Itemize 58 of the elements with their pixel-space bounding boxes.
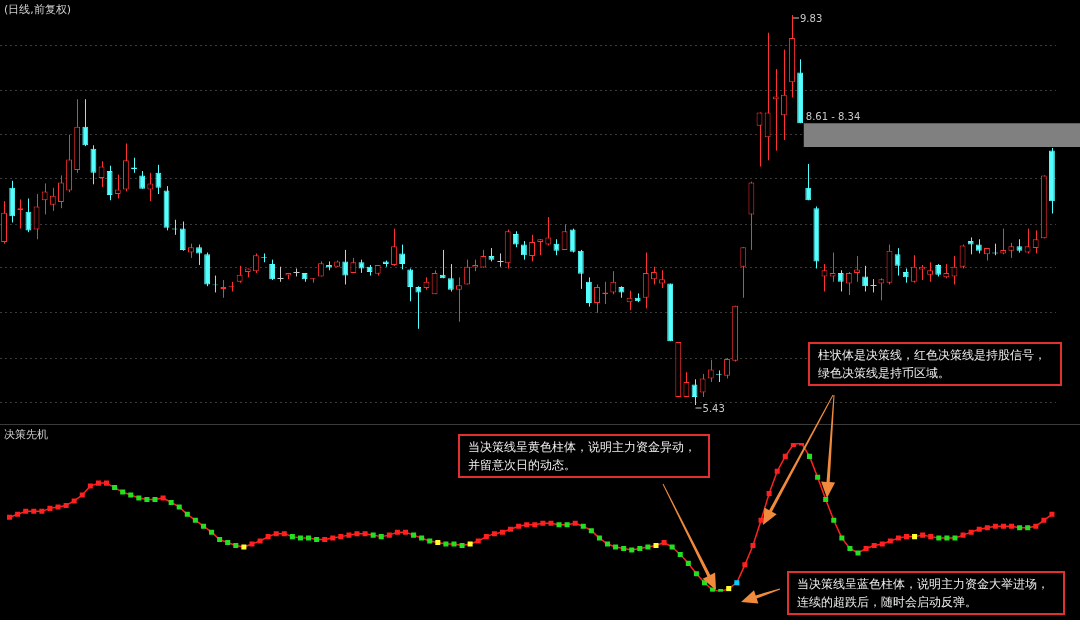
candlestick: [464, 259, 470, 285]
candlestick: [106, 165, 113, 201]
candlestick: [854, 255, 860, 283]
candlestick: [740, 246, 747, 299]
candlestick: [415, 285, 422, 330]
candlestick: [878, 277, 885, 301]
candlestick: [179, 221, 186, 252]
candlestick: [870, 278, 877, 293]
candlestick: [90, 144, 97, 185]
candlestick: [155, 164, 162, 195]
annotation: 当决策线呈蓝色柱体，说明主力资金大举进场，连续的超跌后，随时会启动反弹。: [787, 571, 1065, 615]
candlestick: [699, 373, 706, 398]
chart-title: 决策先机: [4, 427, 48, 442]
candlestick: [683, 371, 690, 398]
candlestick: [642, 252, 649, 309]
candlestick: [456, 276, 462, 323]
annotation: 9.83: [800, 12, 823, 24]
candlestick: [577, 249, 584, 290]
candlestick: [780, 49, 787, 141]
candlestick: [845, 271, 852, 296]
candlestick: [862, 265, 869, 293]
candlestick: [399, 244, 406, 270]
candlestick: [894, 247, 901, 277]
candlestick: [707, 359, 714, 383]
candlestick: [837, 269, 844, 293]
annotation: 当决策线呈黄色柱体，说明主力资金异动，并留意次日的动态。: [458, 434, 710, 478]
candlestick: [407, 268, 414, 302]
candlestick: [910, 254, 917, 284]
candlestick: [586, 276, 592, 308]
band-label: 8.61 - 8.34: [805, 110, 861, 122]
candlestick: [1032, 229, 1039, 254]
candlestick: [521, 240, 527, 261]
candlestick: [196, 244, 202, 266]
candlestick: [391, 228, 397, 267]
candlestick: [82, 98, 89, 147]
candlestick: [342, 249, 349, 285]
candlestick: [569, 228, 576, 254]
candlestick: [252, 252, 259, 274]
candlestick: [49, 187, 56, 212]
candlestick: [529, 234, 535, 262]
candlestick: [58, 174, 64, 209]
candlestick: [1024, 228, 1031, 254]
annotation: 5.43: [702, 402, 725, 414]
candlestick: [594, 283, 600, 314]
candlestick: [764, 32, 771, 161]
candlestick: [41, 182, 48, 215]
candlestick: [277, 266, 284, 283]
chart-title: (日线,前复权): [4, 2, 72, 17]
candlestick: [927, 261, 934, 283]
candlestick: [497, 252, 504, 268]
candlestick: [447, 263, 454, 293]
candlestick: [724, 357, 730, 379]
candlestick: [545, 216, 552, 246]
candlestick: [610, 270, 617, 295]
candlestick: [805, 163, 812, 201]
candlestick: [269, 259, 276, 281]
candlestick: [147, 172, 154, 202]
annotation: 柱状体是决策线，红色决策线是持股信号，绿色决策线是持币区域。: [808, 342, 1062, 386]
